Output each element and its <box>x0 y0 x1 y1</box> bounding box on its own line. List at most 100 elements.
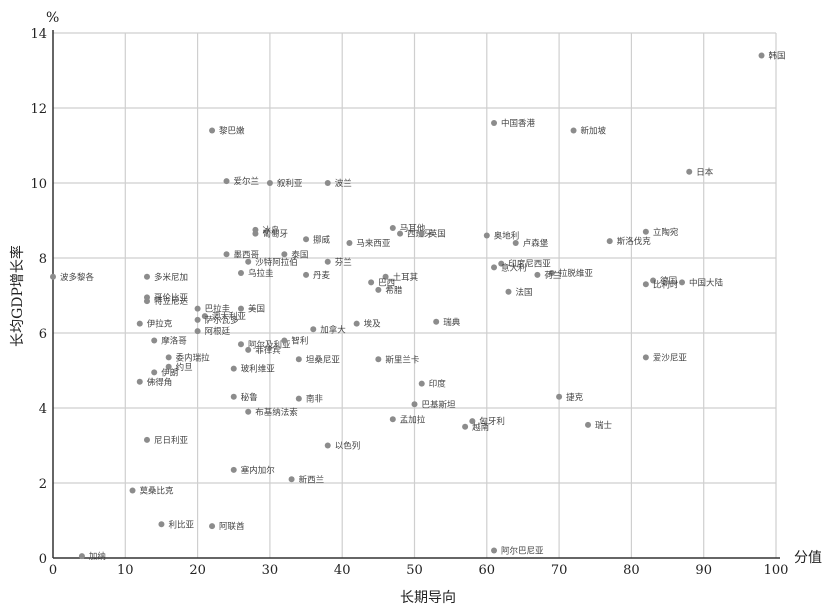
point-label: 葡萄牙 <box>262 229 288 240</box>
point-label: 埃及 <box>364 319 382 330</box>
point-marker <box>158 521 165 528</box>
point-marker <box>288 476 295 483</box>
data-point: 土耳其 <box>382 272 419 283</box>
data-point: 卢森堡 <box>512 238 549 249</box>
data-point: 波兰 <box>324 178 352 189</box>
x-tick-label: 20 <box>189 563 206 578</box>
point-marker <box>512 240 519 246</box>
point-label: 土耳其 <box>393 272 419 283</box>
point-marker <box>245 346 252 353</box>
x-tick-label: 70 <box>551 563 568 578</box>
point-marker <box>324 442 331 449</box>
point-marker <box>245 408 252 415</box>
point-label: 日本 <box>696 167 714 178</box>
point-label: 沙特阿拉伯 <box>255 257 298 268</box>
point-marker <box>165 363 172 370</box>
data-point: 约旦 <box>165 362 193 373</box>
point-marker <box>650 277 657 284</box>
point-marker <box>295 356 302 363</box>
data-point: 希腊 <box>375 285 403 296</box>
data-point: 利比亚 <box>158 519 194 530</box>
point-label: 波兰 <box>335 178 352 189</box>
point-label: 爱尔兰 <box>234 176 260 187</box>
point-marker <box>295 395 302 402</box>
point-marker <box>266 180 273 186</box>
point-marker <box>491 264 498 271</box>
data-point: 美国 <box>237 304 265 315</box>
y-tick-label: 6 <box>39 327 47 342</box>
x-tick-label: 30 <box>262 563 279 578</box>
point-marker <box>606 238 613 245</box>
point-marker <box>375 286 382 293</box>
x-tick-label: 50 <box>406 563 423 578</box>
point-label: 阿尔巴尼亚 <box>501 546 544 557</box>
data-point: 加拿大 <box>310 324 346 335</box>
point-marker <box>556 393 563 400</box>
point-marker <box>237 305 244 312</box>
point-marker <box>143 298 150 305</box>
point-label: 利比亚 <box>168 519 194 530</box>
data-point: 沙特阿拉伯 <box>245 257 298 268</box>
point-label: 泰国 <box>291 249 308 260</box>
point-label: 斯洛伐克 <box>617 236 652 247</box>
point-label: 马耳他 <box>400 223 426 234</box>
point-marker <box>389 225 396 231</box>
data-point: 莫桑比克 <box>129 486 175 497</box>
data-points: 韩国中国香港新加坡黎巴嫩日本爱尔兰叙利亚波兰马耳他冰岛葡萄牙西班牙英国奥地利立陶… <box>50 51 786 562</box>
data-point: 坦桑尼亚 <box>295 354 340 365</box>
data-point: 捷克 <box>556 392 584 403</box>
point-label: 新西兰 <box>299 474 325 485</box>
point-marker <box>230 466 237 473</box>
point-marker <box>469 418 476 425</box>
point-marker <box>136 378 143 385</box>
data-point: 阿尔及利亚 <box>237 339 291 350</box>
data-point: 巴拉圭 <box>194 304 231 315</box>
x-tick-label: 90 <box>695 563 712 578</box>
point-label: 委内瑞拉 <box>176 352 211 363</box>
point-label: 加纳 <box>89 551 106 562</box>
point-marker <box>310 326 317 333</box>
point-label: 冰岛 <box>262 225 279 236</box>
point-marker <box>50 273 56 280</box>
point-marker <box>78 553 85 560</box>
point-marker <box>346 240 353 246</box>
x-tick-labels: 0 10 20 30 40 50 60 70 80 90 100 <box>49 563 789 578</box>
data-point: 菲律宾 <box>245 345 281 356</box>
point-marker <box>237 270 244 276</box>
data-point: 墨西哥 <box>223 250 260 260</box>
data-point: 爱沙尼亚 <box>642 353 687 363</box>
data-point: 斯洛伐克 <box>606 236 652 247</box>
data-point: 挪威 <box>303 234 331 245</box>
point-label: 中国大陆 <box>689 277 724 288</box>
point-label: 阿尔及利亚 <box>248 339 291 350</box>
y-tick-label: 4 <box>39 402 47 417</box>
point-label: 巴基斯坦 <box>422 399 457 410</box>
point-marker <box>237 341 244 348</box>
data-point: 布基纳法索 <box>245 407 298 418</box>
point-label: 匈牙利 <box>479 416 505 427</box>
point-label: 加拿大 <box>320 324 346 335</box>
point-label: 孟加拉 <box>400 414 426 425</box>
point-label: 莫桑比克 <box>140 486 175 497</box>
point-label: 卢森堡 <box>523 238 549 249</box>
data-point: 葡萄牙 <box>252 229 288 240</box>
data-point: 特立尼达 <box>143 296 188 307</box>
x-tick-label: 40 <box>334 563 351 578</box>
data-point: 伊朗 <box>151 367 178 378</box>
point-label: 印度尼西亚 <box>508 259 551 270</box>
point-label: 多米尼加 <box>154 272 188 283</box>
data-point: 法国 <box>505 287 533 298</box>
data-point: 斯里兰卡 <box>375 354 420 365</box>
point-marker <box>245 258 252 265</box>
point-marker <box>382 273 389 280</box>
data-point: 日本 <box>686 167 714 178</box>
data-point: 印度 <box>418 379 446 390</box>
x-axis-title: 长期导向 <box>400 590 456 606</box>
point-label: 中国香港 <box>501 118 536 129</box>
data-point: 新加坡 <box>570 126 607 137</box>
point-marker <box>368 279 375 286</box>
point-label: 拉脱维亚 <box>559 268 594 279</box>
data-point: 巴西 <box>368 278 395 288</box>
y-tick-label: 10 <box>30 177 47 192</box>
point-marker <box>194 305 201 312</box>
